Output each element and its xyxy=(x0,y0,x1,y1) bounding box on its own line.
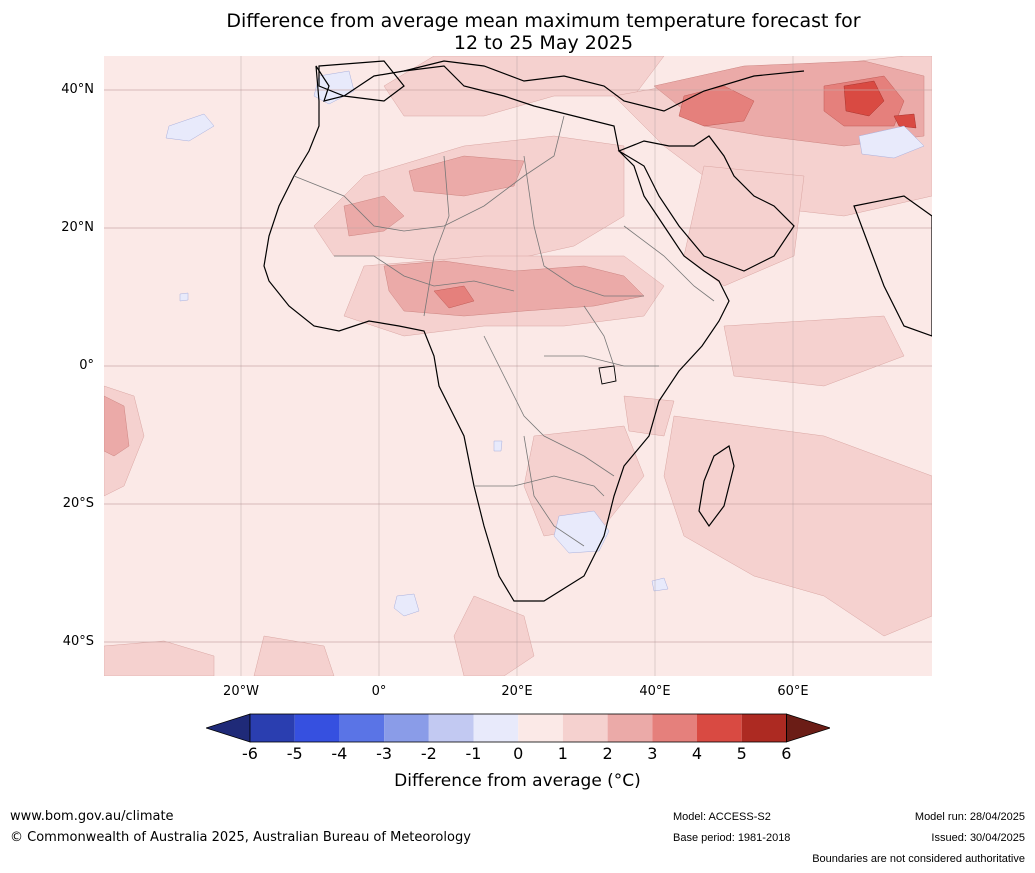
lat-label-20n: 20°N xyxy=(61,220,94,235)
colorbar-extend-low xyxy=(206,713,251,743)
colorbar-tick-label: -6 xyxy=(242,744,258,763)
lon-label-20e: 20°E xyxy=(501,684,533,699)
colorbar-tick-label: 4 xyxy=(691,744,703,763)
colorbar-tick-label: 3 xyxy=(647,744,658,763)
colorbar-tick-label: 5 xyxy=(736,744,747,763)
lon-label-40e: 40°E xyxy=(639,684,671,699)
website-link[interactable]: www.bom.gov.au/climate xyxy=(10,809,174,824)
lon-gridlines xyxy=(240,56,794,676)
colorbar-segment xyxy=(428,714,474,742)
colorbar xyxy=(206,713,830,743)
colorbar-segment xyxy=(384,714,429,742)
colorbar-frame xyxy=(249,713,787,743)
colorbar-extend-high xyxy=(786,713,830,743)
colorbar-tick-label: -3 xyxy=(376,744,393,763)
colorbar-segment xyxy=(250,714,295,742)
africa-coastline xyxy=(263,65,730,602)
copyright-text: © Commonwealth of Australia 2025, Austra… xyxy=(10,830,471,845)
colorbar-tick-label: 6 xyxy=(781,744,792,763)
coastlines xyxy=(263,60,932,602)
colorbar-segment xyxy=(518,714,563,742)
base-period: Base period: 1981-2018 xyxy=(673,832,791,844)
lon-label-20w: 20°W xyxy=(223,684,259,699)
madagascar-coastline xyxy=(698,445,735,528)
lat-label-40n: 40°N xyxy=(61,82,94,97)
issued-date: Issued: 30/04/2025 xyxy=(931,832,1025,844)
colorbar-tick-label: -1 xyxy=(465,744,482,763)
title-line-2: 12 to 25 May 2025 xyxy=(453,32,634,54)
lat-label-20s: 20°S xyxy=(62,496,94,511)
colorbar-segment xyxy=(652,714,697,742)
lat-label-0: 0° xyxy=(79,358,94,373)
country-borders xyxy=(293,115,715,547)
india-coastline xyxy=(853,195,932,337)
colorbar-tick-label: 2 xyxy=(602,744,613,763)
iberia-coastline xyxy=(318,60,405,102)
colorbar-segment xyxy=(562,714,608,742)
colorbar-tick-label: 1 xyxy=(557,744,568,763)
lat-gridlines xyxy=(104,89,932,643)
colorbar-tick-label: -4 xyxy=(331,744,348,763)
colorbar-tick-label: -5 xyxy=(286,744,303,763)
boundaries-disclaimer: Boundaries are not considered authoritat… xyxy=(812,853,1025,865)
colorbar-label: Difference from average (°C) xyxy=(394,771,641,791)
model-name: Model: ACCESS-S2 xyxy=(673,811,771,823)
lon-label-0: 0° xyxy=(371,684,387,699)
colorbar-segment xyxy=(339,714,385,742)
colorbar-tick-label: 0 xyxy=(513,744,524,763)
mediterranean-coastline xyxy=(403,60,805,112)
colorbar-segment xyxy=(294,714,340,742)
anomaly-neg1-to-0-regions xyxy=(165,70,925,617)
arabia-coastline xyxy=(617,135,795,272)
chart-title: Difference from average mean maximum tem… xyxy=(0,10,1035,54)
lon-label-60e: 60°E xyxy=(777,684,809,699)
lakes xyxy=(598,365,617,385)
lake-victoria xyxy=(598,365,617,385)
title-line-1: Difference from average mean maximum tem… xyxy=(226,10,861,32)
temperature-anomaly-map xyxy=(104,56,932,676)
colorbar-tick-label: -2 xyxy=(420,744,437,763)
colorbar-segment xyxy=(607,714,653,742)
colorbar-segment xyxy=(473,714,519,742)
model-run-date: Model run: 28/04/2025 xyxy=(914,811,1025,823)
lat-label-40s: 40°S xyxy=(62,634,94,649)
colorbar-segment xyxy=(697,714,742,742)
colorbar-segment xyxy=(741,714,787,742)
